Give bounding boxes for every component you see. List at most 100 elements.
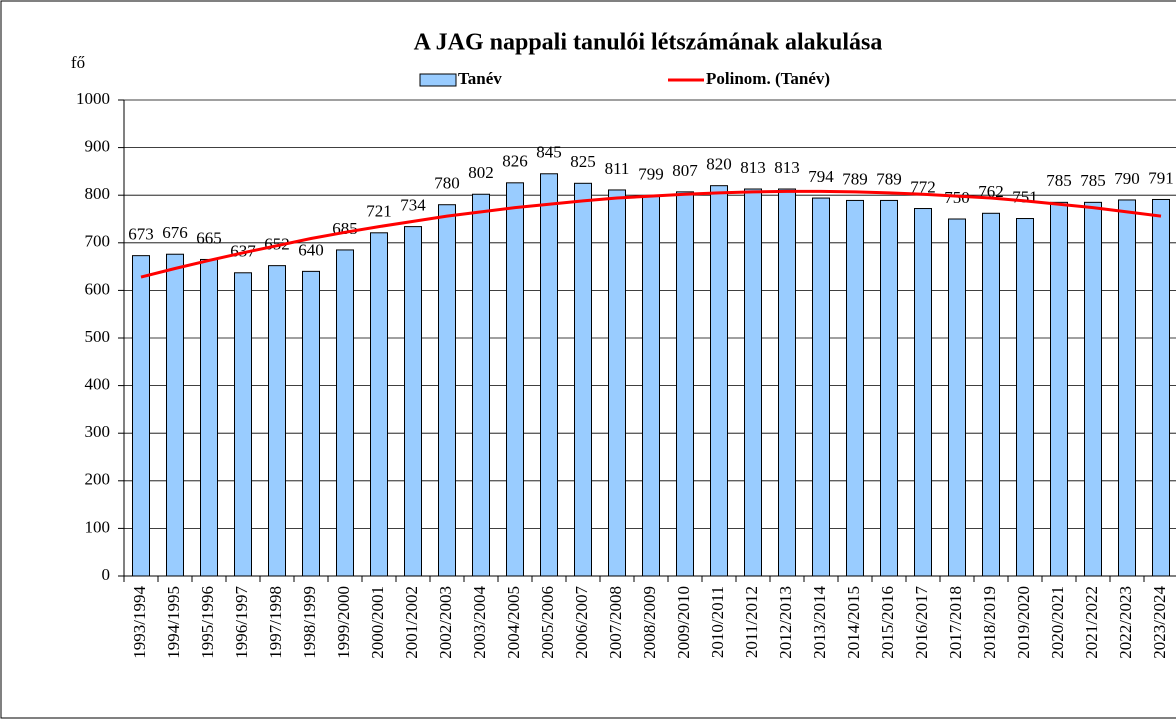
bar xyxy=(1050,201,1068,577)
x-tick-label: 2009/2010 xyxy=(674,586,693,659)
data-label: 845 xyxy=(536,143,562,162)
bar xyxy=(166,253,184,577)
data-label: 813 xyxy=(740,158,766,177)
bar xyxy=(336,249,354,577)
bar xyxy=(574,182,592,577)
bar xyxy=(438,204,456,577)
y-tick-label: 800 xyxy=(85,184,111,203)
data-label: 791 xyxy=(1148,168,1174,187)
x-tick-label: 2014/2015 xyxy=(844,586,863,659)
bar xyxy=(948,218,966,577)
data-label: 785 xyxy=(1080,171,1106,190)
x-tick-label: 1997/1998 xyxy=(266,586,285,659)
bar xyxy=(200,258,218,577)
x-tick-label: 2002/2003 xyxy=(436,586,455,659)
bar xyxy=(846,199,864,577)
bar xyxy=(914,208,932,577)
bar xyxy=(540,173,558,577)
y-tick-label: 400 xyxy=(85,375,111,394)
x-tick-label: 2019/2020 xyxy=(1014,586,1033,659)
y-tick-label: 100 xyxy=(85,517,111,536)
x-tick-label: 2005/2006 xyxy=(538,586,557,659)
x-tick-label: 2021/2022 xyxy=(1082,586,1101,659)
bar xyxy=(1152,198,1170,577)
data-label: 721 xyxy=(366,202,392,221)
data-label: 790 xyxy=(1114,169,1140,188)
legend-label: Tanév xyxy=(458,69,502,88)
bar xyxy=(608,189,626,577)
x-tick-label: 2006/2007 xyxy=(572,586,591,659)
legend-label: Polinom. (Tanév) xyxy=(706,69,830,88)
data-label: 780 xyxy=(434,174,460,193)
y-axis-label: fő xyxy=(71,53,85,72)
bar xyxy=(302,270,320,577)
bar xyxy=(982,212,1000,577)
bar xyxy=(778,188,796,577)
bar xyxy=(132,255,150,577)
bar xyxy=(676,191,694,577)
data-label: 820 xyxy=(706,155,732,174)
x-tick-label: 2015/2016 xyxy=(878,586,897,659)
bar xyxy=(404,226,422,577)
data-label: 811 xyxy=(605,159,630,178)
x-tick-label: 2007/2008 xyxy=(606,586,625,659)
data-label: 799 xyxy=(638,165,664,184)
data-label: 789 xyxy=(876,169,902,188)
x-tick-label: 2010/2011 xyxy=(708,586,727,658)
x-tick-label: 2018/2019 xyxy=(980,586,999,659)
y-tick-label: 700 xyxy=(85,232,111,251)
y-tick-label: 0 xyxy=(102,565,111,584)
x-tick-label: 1998/1999 xyxy=(300,586,319,659)
x-tick-label: 2012/2013 xyxy=(776,586,795,659)
bar xyxy=(642,195,660,577)
data-label: 826 xyxy=(502,152,528,171)
data-label: 640 xyxy=(298,240,324,259)
bar xyxy=(710,185,728,577)
data-label: 785 xyxy=(1046,171,1072,190)
legend-swatch xyxy=(419,73,457,87)
x-tick-label: 1994/1995 xyxy=(164,586,183,659)
bar xyxy=(1084,201,1102,577)
bar xyxy=(370,232,388,577)
chart-title: A JAG nappali tanulói létszámának alakul… xyxy=(414,30,883,56)
bar xyxy=(234,272,252,577)
x-tick-label: 2003/2004 xyxy=(470,586,489,659)
x-tick-label: 2004/2005 xyxy=(504,586,523,659)
x-tick-label: 2013/2014 xyxy=(810,586,829,659)
bar xyxy=(1118,199,1136,577)
data-label: 789 xyxy=(842,169,868,188)
x-tick-label: 2020/2021 xyxy=(1048,586,1067,659)
data-label: 665 xyxy=(196,228,222,247)
data-label: 807 xyxy=(672,161,698,180)
data-label: 802 xyxy=(468,163,494,182)
x-tick-label: 2001/2002 xyxy=(402,586,421,659)
x-tick-label: 2000/2001 xyxy=(368,586,387,659)
x-tick-label: 2016/2017 xyxy=(912,586,931,659)
data-label: 813 xyxy=(774,158,800,177)
y-tick-label: 600 xyxy=(85,279,111,298)
data-label: 652 xyxy=(264,235,290,254)
x-tick-label: 2008/2009 xyxy=(640,586,659,659)
y-tick-label: 500 xyxy=(85,327,111,346)
legend: Tanév Polinom. (Tanév) xyxy=(419,69,830,88)
bar xyxy=(812,197,830,577)
bar xyxy=(880,199,898,577)
data-label: 825 xyxy=(570,152,596,171)
data-label: 794 xyxy=(808,167,834,186)
y-tick-label: 900 xyxy=(85,137,111,156)
x-tick-label: 1993/1994 xyxy=(130,586,149,659)
x-tick-label: 2011/2012 xyxy=(742,586,761,658)
bar xyxy=(268,265,286,577)
bar xyxy=(744,188,762,577)
x-tick-label: 1996/1997 xyxy=(232,586,251,659)
data-label: 673 xyxy=(128,225,154,244)
data-label: 676 xyxy=(162,223,188,242)
bar xyxy=(506,182,524,577)
data-label: 734 xyxy=(400,196,426,215)
y-tick-label: 1000 xyxy=(76,89,110,108)
data-label: 637 xyxy=(230,242,256,261)
trend-line xyxy=(140,189,1162,279)
data-label: 751 xyxy=(1012,187,1038,206)
x-tick-label: 2017/2018 xyxy=(946,586,965,659)
